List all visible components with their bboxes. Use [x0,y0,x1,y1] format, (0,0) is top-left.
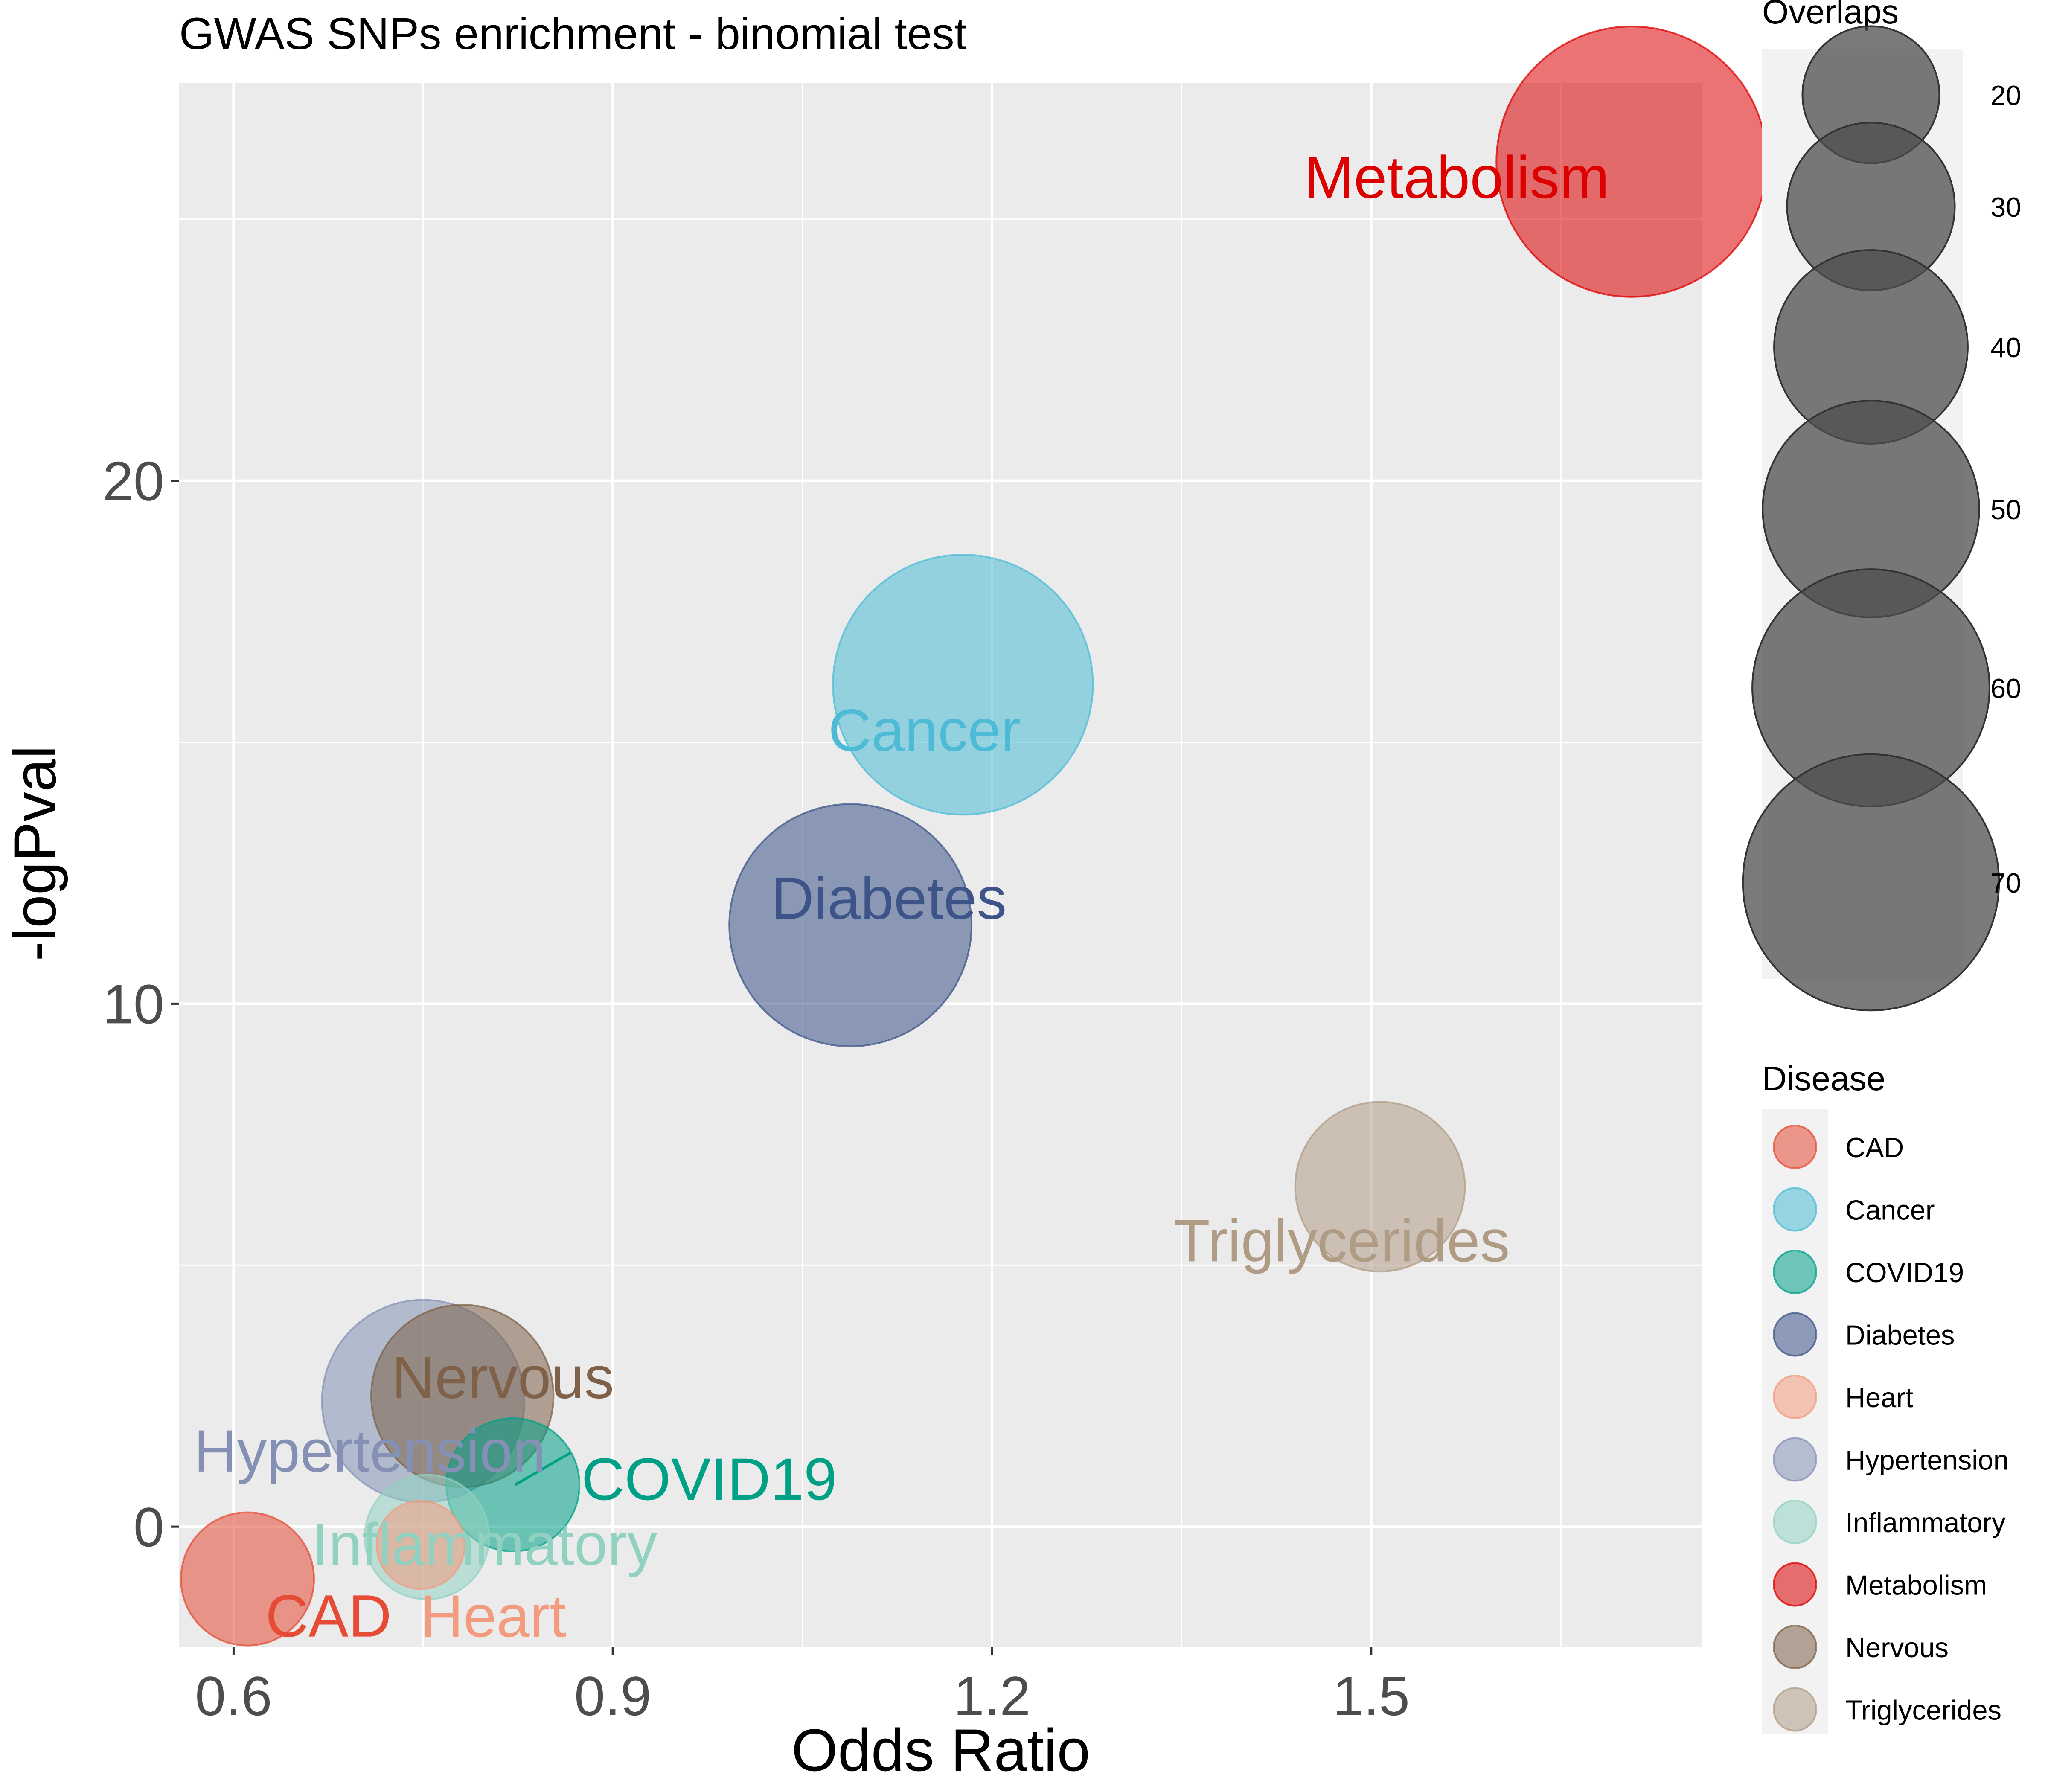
color-legend-label: Cancer [1845,1195,1935,1226]
data-points [180,26,1768,1647]
point-heart [375,1500,466,1590]
point-diabetes [728,803,973,1047]
x-tick-label: 1.2 [954,1665,1031,1727]
y-tick-label: 10 [102,973,164,1035]
color-legend-key-hypertension [1773,1437,1817,1482]
color-legend-key-diabetes [1773,1312,1817,1357]
size-legend-label: 70 [1990,867,2021,899]
x-axis-label: Odds Ratio [791,1716,1090,1783]
color-legend-title: Disease [1762,1059,1885,1097]
color-legend-label: Diabetes [1845,1320,1955,1351]
grid-major [179,83,1702,1647]
color-legend-label: Metabolism [1845,1570,1987,1601]
y-tick-label: 0 [134,1496,164,1558]
x-tick-label: 1.5 [1332,1665,1410,1727]
size-legend-label: 40 [1990,332,2021,363]
axes: 0.6 0.9 1.2 1.5 0 10 20 [102,450,1410,1727]
data-labels: CAD Cancer COVID19 Diabetes Heart Hypertensio… [194,144,1609,1649]
color-legend-label: Nervous [1845,1632,1949,1663]
color-legend-label: Hypertension [1845,1445,2009,1476]
data-label-hypertension: Hypertension [194,1417,546,1484]
y-axis-label: -logPval [1,745,68,961]
data-label-cancer: Cancer [828,697,1021,764]
point-cad [180,1511,315,1647]
size-legend-keys: 20 30 40 50 60 70 [1742,25,2021,1012]
data-label-cad: CAD [265,1583,392,1649]
color-legend: Disease CAD Cancer COVID19 Diabetes Heart Hyp… [1762,1059,2009,1734]
color-legend-key-nervous [1773,1625,1817,1669]
size-legend-key-70 [1742,753,2000,1012]
color-legend-label: Heart [1845,1382,1913,1413]
chart-title: GWAS SNPs enrichment - binomial test [179,9,967,59]
data-label-diabetes: Diabetes [771,864,1007,931]
x-tick-label: 0.9 [574,1665,652,1727]
data-label-inflammatory: Inflammatory [312,1511,657,1578]
color-legend-label: Inflammatory [1845,1507,2006,1538]
data-label-metabolism: Metabolism [1304,144,1609,211]
color-legend-key-covid19 [1773,1250,1817,1294]
data-label-covid19: COVID19 [582,1446,837,1513]
color-legend-keys: CAD Cancer COVID19 Diabetes Heart Hypertensio… [1762,1109,2009,1734]
color-legend-key-heart [1773,1375,1817,1419]
color-legend-label: Triglycerides [1845,1695,2001,1726]
size-legend-label: 60 [1990,673,2021,704]
color-legend-key-cancer [1773,1187,1817,1232]
label-connector-covid19 [514,1452,571,1486]
y-tick-label: 20 [102,450,164,512]
color-legend-key-inflammatory [1773,1500,1817,1544]
color-legend-label: COVID19 [1845,1257,1964,1288]
point-cancer [832,554,1094,816]
color-legend-label: CAD [1845,1132,1904,1163]
data-label-nervous: Nervous [392,1344,614,1411]
color-legend-key-metabolism [1773,1562,1817,1607]
data-label-triglycerides: Triglycerides [1173,1207,1510,1274]
point-triglycerides [1294,1101,1466,1273]
size-legend-label: 50 [1990,494,2021,525]
data-label-heart: Heart [420,1583,566,1649]
color-legend-key-triglycerides [1773,1687,1817,1732]
size-legend-label: 20 [1990,80,2021,111]
size-legend-label: 30 [1990,192,2021,223]
x-tick-label: 0.6 [195,1665,272,1727]
color-legend-key-cad [1773,1125,1817,1169]
